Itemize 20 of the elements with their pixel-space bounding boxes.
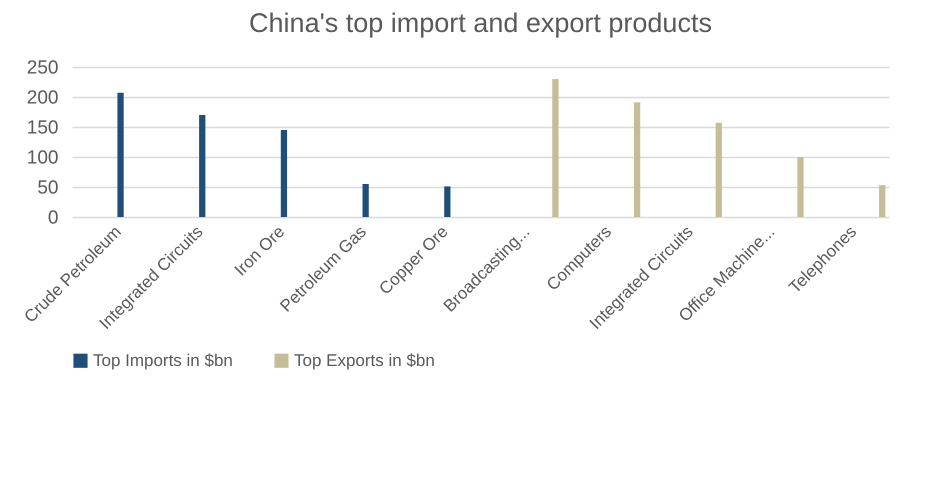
y-tick-label: 150 xyxy=(26,118,58,138)
chart-title: China's top import and export products xyxy=(249,8,712,38)
bar xyxy=(879,185,886,217)
y-tick-label: 0 xyxy=(48,208,58,228)
bar xyxy=(117,92,124,217)
legend-label: Top Imports in $bn xyxy=(93,350,233,370)
bar xyxy=(797,157,804,217)
legend-label: Top Exports in $bn xyxy=(294,350,435,370)
x-tick-label: Iron Ore xyxy=(230,222,288,280)
y-tick-label: 100 xyxy=(26,148,58,168)
bar xyxy=(444,186,450,217)
bar xyxy=(280,130,288,217)
bar xyxy=(199,115,206,217)
bar xyxy=(716,122,722,217)
y-tick-label: 250 xyxy=(26,58,58,78)
y-tick-label: 200 xyxy=(26,88,58,108)
bar xyxy=(634,102,640,217)
bar xyxy=(552,79,559,217)
bar xyxy=(362,184,369,217)
y-tick-label: 50 xyxy=(37,178,58,198)
